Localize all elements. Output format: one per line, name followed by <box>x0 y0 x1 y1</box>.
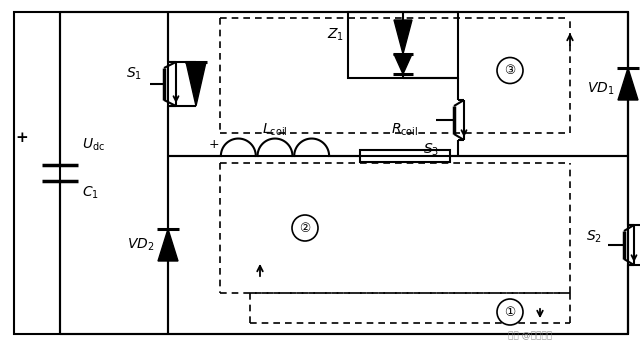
Text: $Z_1$: $Z_1$ <box>327 27 344 43</box>
Text: $S_2$: $S_2$ <box>586 229 602 245</box>
Circle shape <box>497 299 523 325</box>
Polygon shape <box>618 68 638 100</box>
Text: $S_3$: $S_3$ <box>423 142 439 158</box>
Bar <box>348 12 458 78</box>
Text: $U_{\rm dc}$: $U_{\rm dc}$ <box>82 137 105 153</box>
Text: +: + <box>209 137 220 150</box>
Text: $C_1$: $C_1$ <box>82 185 99 201</box>
Text: +: + <box>15 131 28 145</box>
Text: ③: ③ <box>504 64 516 77</box>
Bar <box>360 150 450 162</box>
Text: $R_{\rm coil}$: $R_{\rm coil}$ <box>391 121 419 138</box>
Text: ②: ② <box>300 221 310 235</box>
Text: $L_{\rm coil}$: $L_{\rm coil}$ <box>262 121 288 138</box>
Polygon shape <box>186 62 206 106</box>
Polygon shape <box>158 229 178 261</box>
Text: 头条 @电气技术: 头条 @电气技术 <box>508 331 552 340</box>
Polygon shape <box>394 54 412 74</box>
Text: $VD_1$: $VD_1$ <box>587 81 614 97</box>
Polygon shape <box>394 20 412 54</box>
Text: ①: ① <box>504 306 516 318</box>
Circle shape <box>497 57 523 84</box>
Text: $S_1$: $S_1$ <box>126 66 142 82</box>
Text: $VD_2$: $VD_2$ <box>127 237 154 253</box>
Circle shape <box>292 215 318 241</box>
